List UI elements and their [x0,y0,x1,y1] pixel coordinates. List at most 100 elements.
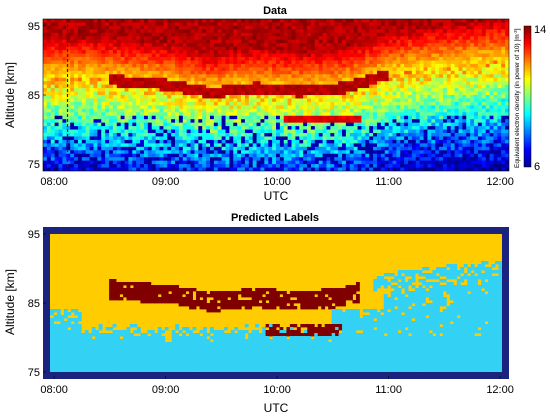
data-heatmap-cell [186,91,191,96]
data-heatmap-cell [439,84,444,89]
data-heatmap-cell [310,63,316,68]
data-heatmap-cell [299,91,304,96]
data-heatmap-cell [43,157,48,162]
data-heatmap-cell [260,19,265,23]
data-heatmap-cell [252,150,257,155]
data-heatmap-cell [373,167,378,171]
data-heatmap-cell [283,160,289,165]
data-heatmap-cell [128,95,133,99]
data-heatmap-cell [233,74,238,79]
data-heatmap-cell [209,63,215,68]
data-heatmap-cell [427,95,432,99]
data-heatmap-cell [74,143,79,148]
data-heatmap-cell [256,105,261,110]
data-heatmap-cell [442,122,448,127]
data-heatmap-cell [58,29,63,34]
data-heatmap-cell [155,98,160,103]
data-heatmap-cell [291,139,296,144]
data-heatmap-cell [147,146,153,151]
data-heatmap-cell [186,157,191,162]
data-heatmap-cell [221,19,226,23]
data-heatmap-cell [314,143,320,148]
data-heatmap-cell [225,84,230,89]
data-heatmap-cell [97,36,102,41]
data-heatmap-cell [109,95,114,99]
data-heatmap-cell [112,122,118,127]
data-heatmap-cell [229,46,234,51]
data-heatmap-cell [62,22,67,27]
data-heatmap-cell [458,67,463,72]
data-heatmap-cell [229,19,234,23]
data-heatmap-cell [198,98,203,103]
data-heatmap-cell [458,50,463,54]
data-heatmap-cell [314,139,320,144]
data-heatmap-cell [345,146,351,151]
data-heatmap-cell [93,105,98,110]
data-heatmap-cell [178,101,184,106]
data-heatmap-cell [470,150,475,155]
data-heatmap-cell [143,67,149,72]
data-heatmap-cell [345,119,351,124]
data-heatmap-cell [365,115,370,120]
data-heatmap-cell [423,95,428,99]
data-heatmap-cell [182,32,188,37]
data-heatmap-cell [97,167,102,171]
data-heatmap-cell [446,50,452,54]
data-heatmap-cell [229,105,234,110]
data-heatmap-cell [143,88,149,92]
data-heatmap-cell [58,167,63,171]
data-heatmap-cell [175,19,180,23]
data-heatmap-cell [248,112,254,117]
data-heatmap-cell [310,50,316,54]
data-heatmap-cell [408,139,413,144]
data-heatmap-cell [396,19,401,23]
data-heatmap-cell [404,88,409,92]
data-heatmap-cell [143,119,149,124]
data-heatmap-cell [241,84,246,89]
data-heatmap-cell [427,60,432,65]
data-heatmap-cell [431,57,436,61]
data-heatmap-cell [260,74,265,79]
data-heatmap-cell [182,43,188,48]
data-heatmap-cell [155,153,160,158]
data-heatmap-cell [310,70,316,75]
data-heatmap-cell [178,129,184,134]
data-heatmap-cell [431,29,436,34]
data-heatmap-cell [171,63,176,68]
data-heatmap-cell [376,167,382,171]
data-heatmap-cell [143,167,149,171]
data-heatmap-cell [221,60,226,65]
data-heatmap-cell [209,36,215,41]
data-heatmap-cell [322,25,327,30]
data-heatmap-cell [450,129,456,134]
data-heatmap-cell [283,60,289,65]
data-heatmap-cell [248,36,254,41]
data-heatmap-cell [229,39,234,44]
data-heatmap-cell [349,77,355,82]
data-heatmap-cell [411,88,417,92]
data-heatmap-cell [322,91,327,96]
data-heatmap-cell [62,50,67,54]
data-heatmap-cell [43,98,48,103]
data-heatmap-cell [206,53,211,58]
data-heatmap-cell [54,139,59,144]
data-heatmap-cell [50,119,56,124]
data-heatmap-cell [147,119,153,124]
data-heatmap-cell [477,160,483,165]
data-heatmap-cell [458,53,463,58]
data-heatmap-cell [229,91,234,96]
data-heatmap-cell [268,98,273,103]
data-heatmap-cell [477,32,483,37]
data-heatmap-cell [361,74,366,79]
data-heatmap-cell [124,60,129,65]
data-heatmap-cell [46,36,52,41]
data-heatmap-cell [435,67,440,72]
data-heatmap-cell [419,57,424,61]
data-heatmap-cell [435,129,440,134]
data-heatmap-cell [396,25,401,30]
data-heatmap-cell [155,150,160,155]
data-heatmap-cell [124,46,129,51]
data-heatmap-cell [283,50,289,54]
data-heatmap-cell [342,19,347,23]
data-heatmap-cell [54,77,59,82]
